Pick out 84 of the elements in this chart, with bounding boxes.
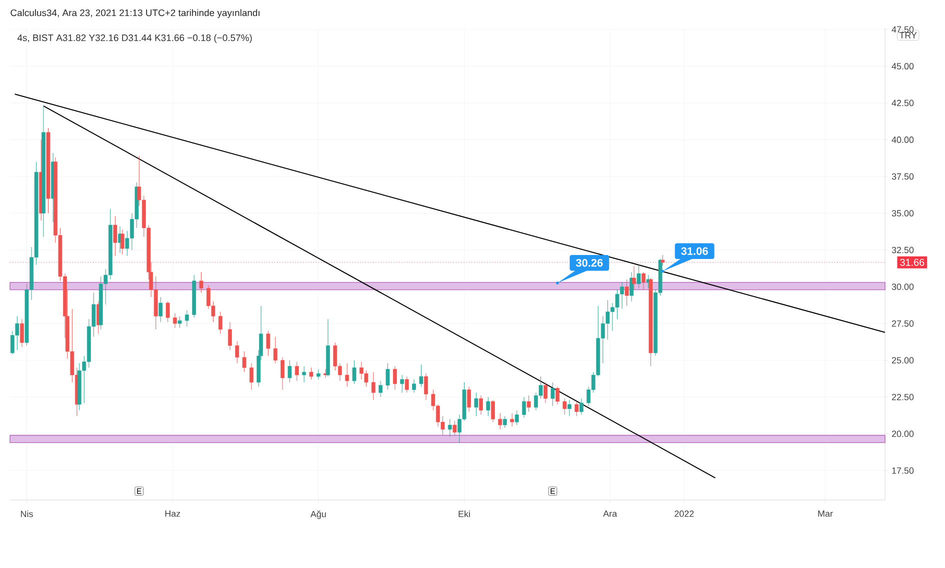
candlestick	[392, 366, 397, 390]
candlestick	[378, 380, 383, 398]
y-tick-label: 35.00	[892, 210, 914, 216]
candlestick	[280, 357, 284, 390]
y-tick-label: 20.00	[892, 430, 914, 437]
candlestick	[660, 254, 665, 266]
y-axis-title: TRY	[899, 32, 917, 38]
candlestick	[294, 362, 299, 382]
candlestick	[632, 266, 636, 290]
candlestick	[522, 396, 526, 418]
y-tick-label: 40.00	[892, 136, 914, 143]
candlestick	[266, 330, 270, 356]
candlestick	[412, 379, 416, 393]
y-tick-label: 27.50	[892, 320, 914, 327]
y-tick-label: 25.00	[892, 357, 914, 364]
candlestick	[352, 360, 356, 384]
candlestick	[556, 386, 560, 405]
y-tick-label: 47.50	[892, 26, 914, 33]
candlestick	[345, 362, 350, 388]
annotation: 30.26	[576, 258, 603, 267]
candlestick	[228, 322, 232, 350]
x-tick-label: Ağu	[310, 510, 326, 519]
candlestick	[309, 367, 314, 380]
x-tick-label: 2022	[674, 510, 694, 517]
x-tick-label: Eki	[458, 510, 470, 518]
candlestick	[400, 374, 404, 393]
candlestick	[579, 398, 584, 415]
candlestick	[178, 316, 182, 328]
candlestick	[486, 396, 490, 416]
candlestick	[642, 272, 646, 290]
candlestick	[636, 264, 641, 288]
candlestick	[510, 412, 514, 427]
candlestick	[158, 296, 163, 322]
x-tick-label: Haz	[165, 510, 180, 517]
ref-line-label: 31.66	[900, 258, 924, 266]
candlestick	[567, 400, 572, 416]
candlestick	[302, 366, 306, 383]
candlestick	[273, 336, 278, 364]
y-tick-label: 37.50	[892, 173, 914, 180]
candlestick	[419, 364, 424, 388]
candlestick	[386, 362, 390, 390]
candlestick	[120, 229, 124, 255]
candlestick	[218, 312, 222, 334]
candlestick	[166, 301, 170, 322]
candlestick	[288, 360, 292, 383]
candlestick	[479, 395, 483, 415]
candlestick	[562, 398, 567, 415]
y-tick-label: 45.00	[892, 63, 914, 70]
candlestick	[173, 312, 177, 328]
y-tick-label: 22.50	[892, 394, 914, 400]
candlestick	[544, 382, 548, 404]
candlestick	[624, 279, 629, 306]
annotation: 31.06	[681, 247, 708, 255]
x-tick-label: Ara	[603, 510, 618, 517]
y-tick-label: 42.50	[892, 100, 914, 106]
candlestick	[371, 372, 376, 400]
candlestick	[316, 368, 320, 380]
candlestick	[404, 376, 409, 393]
candlestick	[467, 386, 471, 412]
y-tick-label: 32.50	[892, 246, 914, 254]
candlestick	[498, 412, 502, 430]
chart-title: Calculus34, Ara 23, 2021 21:13 UTC+2 tarihinde yayınlandı	[10, 9, 260, 18]
x-tick-label: Mar	[818, 510, 833, 517]
text: 4s, BIST A31.82 Y32.16 D31.44 K31.66 −0.18 (−0.57%)	[17, 34, 252, 43]
candlestick	[502, 416, 507, 428]
candlestick	[574, 401, 579, 416]
candlestick	[199, 272, 204, 293]
candlestick	[550, 382, 555, 406]
y-tick-label: 30.00	[892, 284, 914, 290]
candlestick	[452, 420, 457, 436]
x-tick-label: Nis	[21, 510, 33, 518]
candlestick	[242, 351, 246, 372]
candlestick	[424, 373, 428, 400]
candlestick	[235, 340, 240, 364]
candlestick	[526, 395, 531, 412]
candlestick	[113, 216, 118, 256]
candlestick	[514, 410, 519, 426]
y-tick-label: 17.50	[892, 467, 914, 474]
candlestick	[20, 318, 24, 348]
candlestick	[184, 310, 189, 327]
candlestick	[250, 362, 254, 390]
candlestick	[474, 392, 478, 416]
candlestick	[448, 418, 452, 438]
candlestick	[490, 400, 495, 422]
